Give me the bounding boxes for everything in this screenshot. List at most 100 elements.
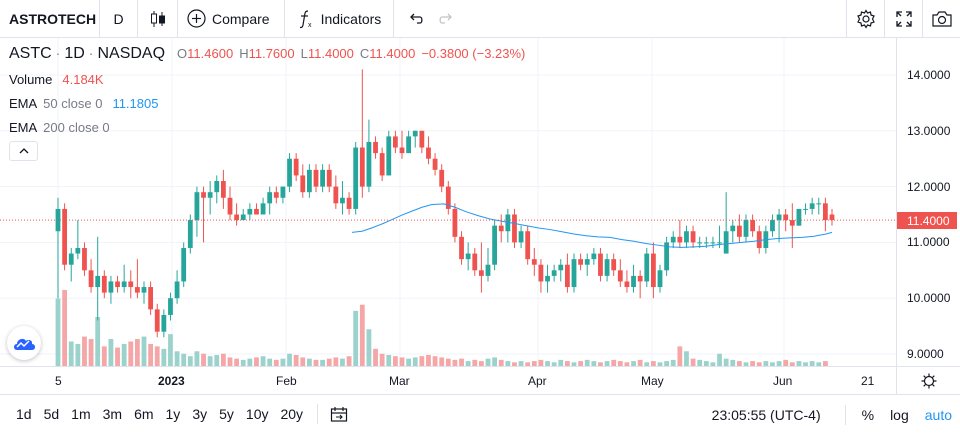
range-button-6m[interactable]: 6m	[134, 406, 154, 422]
range-button-1d[interactable]: 1d	[16, 406, 32, 422]
volume-bar	[379, 353, 385, 366]
candle-body	[95, 275, 101, 288]
candle-body	[419, 130, 425, 148]
price-axis[interactable]: 14.0000 13.0000 12.0000 11.0000 10.0000 9.000…	[896, 38, 960, 366]
range-button-3y[interactable]: 3y	[192, 406, 208, 422]
interval-button[interactable]: D	[100, 0, 138, 38]
price-chart[interactable]	[0, 38, 896, 366]
volume-bar	[267, 358, 273, 366]
candle	[300, 164, 306, 198]
redo-icon[interactable]	[438, 12, 454, 26]
candle-body	[783, 214, 789, 221]
candle-body	[644, 253, 650, 282]
candle-body	[134, 287, 140, 293]
range-button-3m[interactable]: 3m	[102, 406, 123, 422]
axis-settings-button[interactable]	[896, 367, 960, 395]
study-ema50[interactable]: EMA 50 close 0 11.1805	[9, 96, 158, 111]
compare-button[interactable]: Compare	[178, 0, 285, 38]
indicators-button[interactable]: x Indicators	[285, 0, 395, 38]
candle	[333, 175, 339, 209]
volume-bar	[306, 358, 312, 366]
volume-bar	[333, 357, 339, 366]
volume-bar	[101, 346, 107, 366]
study-volume[interactable]: Volume 4.184K	[9, 72, 104, 87]
candle	[168, 292, 173, 321]
log-toggle[interactable]: log	[890, 406, 909, 423]
volume-bar	[134, 339, 140, 366]
volume-bar	[68, 341, 74, 366]
fullscreen-button[interactable]	[884, 0, 922, 38]
range-button-20y[interactable]: 20y	[280, 406, 304, 422]
settings-button[interactable]	[846, 0, 884, 38]
tradingview-logo[interactable]	[7, 326, 41, 360]
candle-body	[128, 281, 134, 288]
date-range-icon[interactable]	[330, 406, 348, 422]
snapshot-button[interactable]	[922, 0, 960, 38]
undo-icon[interactable]	[408, 12, 424, 26]
clock-label[interactable]: 23:05:55 (UTC-4)	[711, 406, 821, 423]
candle-body	[531, 259, 537, 265]
volume-bar	[445, 358, 451, 366]
volume-bar	[591, 361, 597, 366]
candle-body	[452, 208, 458, 237]
legend-exchange: NASDAQ	[97, 45, 166, 62]
candle-body	[108, 281, 114, 293]
range-button-5y[interactable]: 5y	[219, 406, 234, 422]
volume-bar	[518, 361, 524, 366]
candle-body	[459, 236, 464, 260]
ema50-label: EMA	[9, 96, 38, 111]
volume-bar	[386, 354, 392, 366]
time-axis[interactable]: 5 2023 Feb Mar Apr May Jun 21	[0, 366, 960, 395]
volume-bar	[287, 353, 292, 366]
candle	[512, 208, 517, 248]
candle	[564, 253, 570, 293]
candle	[313, 164, 319, 193]
time-tick-label: Mar	[389, 374, 410, 388]
price-tick-label: 11.0000	[907, 235, 950, 250]
volume-bar	[320, 359, 326, 366]
candle-body	[406, 136, 412, 154]
candle-body	[637, 275, 643, 282]
auto-toggle[interactable]: auto	[924, 406, 952, 423]
volume-bar	[300, 357, 306, 366]
candle	[220, 169, 226, 209]
volume-bar	[809, 361, 815, 366]
collapse-legend-button[interactable]	[9, 141, 38, 161]
candle-body	[512, 214, 517, 243]
candle	[306, 164, 312, 198]
candle	[293, 153, 299, 182]
legend-ticker[interactable]: ASTC	[9, 45, 52, 62]
range-button-1y[interactable]: 1y	[165, 406, 181, 422]
volume-bar	[161, 348, 167, 366]
volume-bar	[770, 362, 775, 366]
candle-body	[809, 203, 815, 209]
chart-type-button[interactable]	[138, 0, 178, 38]
candle	[598, 247, 603, 282]
volume-bar	[822, 361, 828, 366]
candle	[88, 259, 94, 293]
study-ema200[interactable]: EMA 200 close 0	[9, 120, 110, 135]
range-button-10y[interactable]: 10y	[245, 406, 269, 422]
candle	[201, 186, 206, 243]
candle	[525, 225, 531, 265]
volume-bar	[750, 361, 756, 366]
symbol-search[interactable]: ASTROTECH	[0, 0, 100, 38]
top-toolbar: ASTROTECH D Compare x	[0, 0, 960, 38]
range-button-5d[interactable]: 5d	[43, 406, 60, 422]
candle-body	[545, 275, 550, 282]
candle-body	[432, 158, 438, 170]
candle-body	[313, 169, 319, 187]
candle	[75, 220, 81, 260]
volume-bar	[684, 351, 689, 366]
range-button-1m[interactable]: 1m	[71, 406, 91, 422]
candle-body	[558, 264, 564, 271]
range-buttons: 1d 5d 1m 3m 6m 1y 3y 5y 10y 20y	[0, 406, 309, 422]
candle-body	[88, 270, 94, 288]
candle-body	[234, 214, 240, 221]
indicators-label: Indicators	[320, 10, 382, 27]
candle	[148, 281, 154, 315]
volume-bar	[254, 357, 259, 366]
volume-bar	[664, 361, 670, 366]
percent-toggle[interactable]: %	[861, 406, 875, 423]
candle-body	[240, 214, 246, 221]
